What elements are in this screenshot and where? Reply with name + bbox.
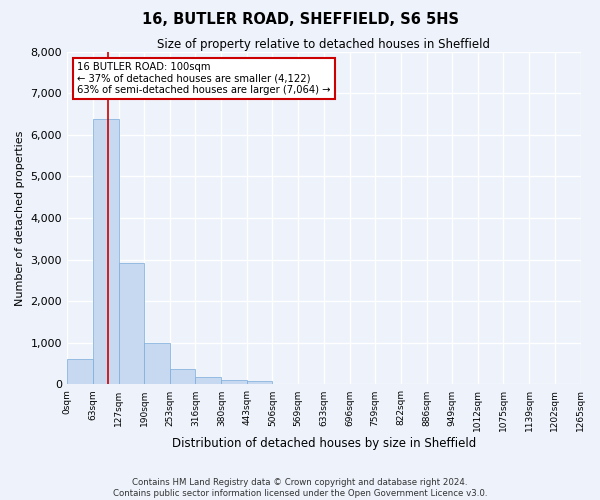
Title: Size of property relative to detached houses in Sheffield: Size of property relative to detached ho… xyxy=(157,38,490,51)
Bar xyxy=(67,358,92,384)
Text: 16, BUTLER ROAD, SHEFFIELD, S6 5HS: 16, BUTLER ROAD, SHEFFIELD, S6 5HS xyxy=(142,12,458,28)
Text: Contains HM Land Registry data © Crown copyright and database right 2024.
Contai: Contains HM Land Registry data © Crown c… xyxy=(113,478,487,498)
Bar xyxy=(119,263,144,384)
Bar xyxy=(247,381,272,384)
Text: 16 BUTLER ROAD: 100sqm
← 37% of detached houses are smaller (4,122)
63% of semi-: 16 BUTLER ROAD: 100sqm ← 37% of detached… xyxy=(77,62,331,95)
Y-axis label: Number of detached properties: Number of detached properties xyxy=(15,130,25,306)
Bar xyxy=(196,378,221,384)
Bar xyxy=(221,380,247,384)
Bar xyxy=(170,369,196,384)
Bar xyxy=(144,343,170,384)
X-axis label: Distribution of detached houses by size in Sheffield: Distribution of detached houses by size … xyxy=(172,437,476,450)
Bar xyxy=(92,119,119,384)
